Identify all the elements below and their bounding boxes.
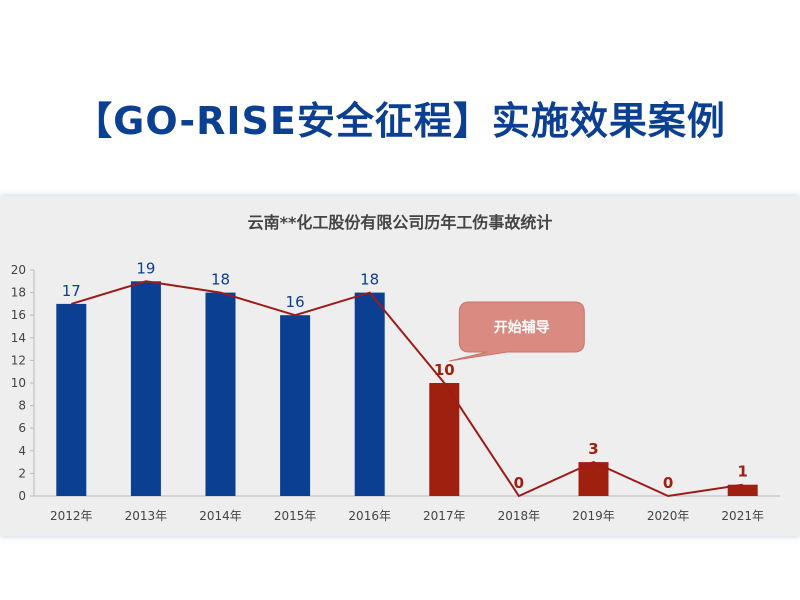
callout-text: 开始辅导 — [494, 319, 550, 336]
y-tick-label: 14 — [11, 331, 26, 345]
trend-polyline — [71, 280, 743, 498]
data-label: 0 — [514, 474, 524, 492]
x-tick-label: 2018年 — [498, 509, 541, 523]
data-label: 0 — [663, 474, 673, 492]
x-tick-label: 2012年 — [50, 509, 93, 523]
x-axis: 2012年 2013年 2014年 2015年 2016年 2017年 2018年 2019年… — [50, 509, 764, 523]
bar — [56, 303, 87, 496]
data-labels: 17 19 18 16 18 10 0 3 0 1 — [62, 259, 748, 492]
y-tick-label: 10 — [11, 376, 26, 390]
data-label: 17 — [62, 282, 81, 300]
y-tick-label: 2 — [18, 466, 26, 480]
page-headline: 【GO-RISE安全征程】实施效果案例 — [74, 99, 726, 143]
bar — [429, 383, 460, 496]
x-tick-label: 2013年 — [125, 509, 168, 523]
chart-panel: 云南**化工股份有限公司历年工伤事故统计 0 2 4 6 8 10 12 14 16 18 20 1… — [0, 196, 800, 536]
x-tick-label: 2014年 — [199, 509, 242, 523]
data-label: 18 — [211, 271, 230, 289]
y-tick-label: 20 — [11, 263, 26, 277]
y-tick-label: 12 — [11, 353, 26, 367]
bars — [56, 281, 758, 496]
x-tick-label: 2019年 — [572, 509, 615, 523]
annotation-callout: 开始辅导 — [449, 301, 585, 362]
data-label: 1 — [737, 463, 747, 481]
bar — [578, 462, 609, 496]
y-tick-label: 8 — [18, 399, 26, 413]
bar — [727, 484, 758, 496]
chart-title: 云南**化工股份有限公司历年工伤事故统计 — [248, 213, 553, 232]
bar — [130, 281, 161, 496]
bar — [280, 315, 311, 496]
x-tick-label: 2015年 — [274, 509, 317, 523]
data-label: 3 — [588, 440, 598, 458]
bar — [205, 292, 236, 496]
y-tick-label: 4 — [18, 444, 26, 458]
data-label: 10 — [434, 361, 455, 379]
y-tick-label: 18 — [11, 286, 26, 300]
data-label: 19 — [136, 259, 155, 277]
x-tick-label: 2020年 — [647, 509, 690, 523]
trend-line — [71, 280, 743, 498]
x-tick-label: 2021年 — [721, 509, 764, 523]
y-tick-label: 0 — [18, 489, 26, 503]
y-tick-label: 16 — [11, 308, 26, 322]
bar — [354, 292, 385, 496]
y-tick-label: 6 — [18, 421, 26, 435]
x-tick-label: 2016年 — [348, 509, 391, 523]
data-label: 18 — [360, 271, 379, 289]
callout-bubble — [449, 301, 585, 362]
x-tick-label: 2017年 — [423, 509, 466, 523]
data-label: 16 — [286, 293, 305, 311]
